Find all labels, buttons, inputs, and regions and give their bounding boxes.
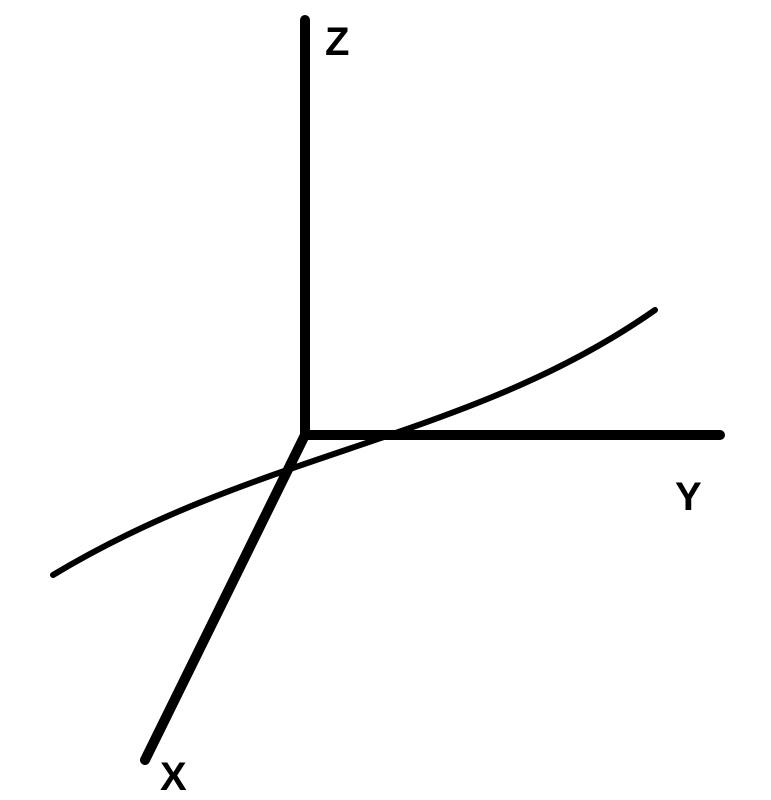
axes-diagram: Z Y X: [0, 0, 771, 800]
x-axis-label: X: [160, 755, 187, 799]
x-axis: [145, 435, 305, 760]
z-axis-label: Z: [325, 20, 349, 64]
y-axis-label: Y: [675, 475, 702, 519]
curve: [53, 310, 655, 575]
